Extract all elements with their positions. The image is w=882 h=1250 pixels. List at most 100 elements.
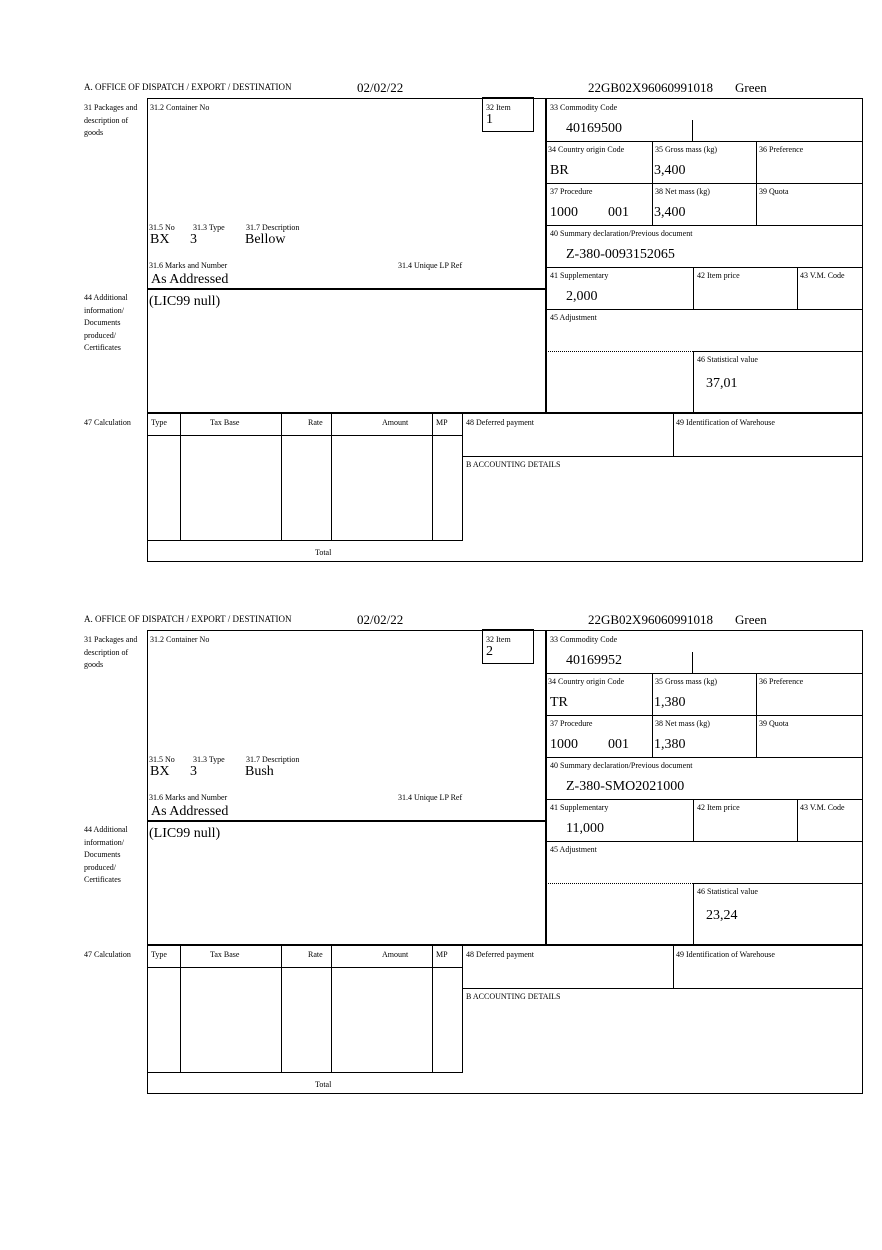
commodity-code: 40169500 (566, 121, 622, 136)
gross-value: 1,380 (654, 695, 686, 710)
calculation-label: 47 Calculation (84, 950, 131, 959)
rule (545, 841, 863, 842)
type-label: 31.3 Type (193, 755, 225, 764)
package-kind: BX (150, 764, 170, 779)
summary-label: 40 Summary declaration/Previous document (550, 229, 693, 238)
adjustment-label: 45 Adjustment (550, 313, 597, 322)
commodity-label: 33 Commodity Code (550, 103, 618, 112)
deferred-label: 48 Deferred payment (466, 418, 534, 427)
dotted-rule (545, 351, 693, 352)
calc-section (147, 412, 863, 562)
procedure-label: 37 Procedure (550, 187, 593, 196)
rule (756, 715, 757, 757)
rule (692, 652, 693, 673)
mrn: 22GB02X96060991018 (588, 80, 713, 95)
rule (693, 267, 694, 309)
dotted-rule (545, 351, 546, 413)
rule (147, 967, 463, 968)
statistical-value: 37,01 (706, 376, 738, 391)
date: 02/02/22 (357, 80, 404, 95)
unique-ref-label: 31.4 Unique LP Ref (398, 793, 463, 802)
additional-label: 44 Additional information/ Documents pro… (84, 825, 128, 884)
rule (797, 799, 798, 841)
rule (756, 141, 757, 183)
calculation-label: 47 Calculation (84, 418, 131, 427)
additional-info: (LIC99 null) (149, 826, 221, 841)
calc-col-header: MP (436, 950, 448, 959)
rule (147, 435, 463, 436)
rule (756, 183, 757, 225)
country-label: 34 Country origin Code (548, 145, 625, 154)
marks-value: As Addressed (151, 804, 229, 819)
right-column (545, 630, 863, 946)
procedure-value: 1000 (550, 737, 578, 752)
rule (693, 799, 694, 841)
dotted-rule (545, 883, 546, 945)
box-32-item (482, 629, 534, 664)
rule (545, 309, 863, 310)
calc-col-header: Rate (308, 418, 323, 427)
calc-col-header: Amount (382, 950, 409, 959)
rule (652, 715, 653, 757)
route: Green (735, 80, 767, 95)
package-count: 3 (190, 764, 197, 779)
summary-value: Z-380-0093152065 (566, 247, 675, 262)
description-value: Bellow (245, 232, 286, 247)
calc-col-header: Tax Base (210, 950, 240, 959)
country-label: 34 Country origin Code (548, 677, 625, 686)
rule (147, 1072, 463, 1073)
rule (545, 267, 863, 268)
statistical-label: 46 Statistical value (697, 887, 758, 896)
calc-col-header: Type (151, 950, 167, 959)
calc-col-header: Rate (308, 950, 323, 959)
calc-col-header: Type (151, 418, 167, 427)
rule (545, 183, 863, 184)
rule (652, 183, 653, 225)
box-31-packages (147, 98, 547, 290)
procedure-value: 1000 (550, 205, 578, 220)
description-label: 31.7 Description (246, 755, 300, 764)
rule (281, 413, 282, 540)
date: 02/02/22 (357, 612, 404, 627)
rule (180, 413, 181, 540)
rule (331, 945, 332, 1072)
gross-label: 35 Gross mass (kg) (655, 677, 717, 686)
preference-label: 36 Preference (759, 677, 804, 686)
box-32-item (482, 97, 534, 132)
rule (545, 757, 863, 758)
declaration-item-2: A. OFFICE OF DISPATCH / EXPORT / DESTINA… (0, 612, 882, 1112)
summary-label: 40 Summary declaration/Previous document (550, 761, 693, 770)
rule (545, 141, 863, 142)
calc-section (147, 944, 863, 1094)
rule (462, 413, 463, 541)
additional-label: 44 Additional information/ Documents pro… (84, 293, 128, 352)
description-label: 31.7 Description (246, 223, 300, 232)
rule (693, 351, 863, 352)
deferred-label: 48 Deferred payment (466, 950, 534, 959)
rule (756, 673, 757, 715)
country-value: BR (550, 163, 569, 178)
mrn: 22GB02X96060991018 (588, 612, 713, 627)
net-label: 38 Net mass (kg) (655, 187, 710, 196)
calc-col-header: Amount (382, 418, 409, 427)
calc-col-header: Tax Base (210, 418, 240, 427)
packages-label: 31 Packages and description of goods (84, 103, 138, 137)
warehouse-label: 49 Identification of Warehouse (676, 418, 775, 427)
office-label: A. OFFICE OF DISPATCH / EXPORT / DESTINA… (84, 614, 292, 624)
rule (652, 673, 653, 715)
rule (281, 945, 282, 1072)
quota-label: 39 Quota (759, 719, 789, 728)
commodity-code: 40169952 (566, 653, 622, 668)
unique-ref-label: 31.4 Unique LP Ref (398, 261, 463, 270)
rule (432, 413, 433, 540)
right-column (545, 98, 863, 414)
accounting-label: B ACCOUNTING DETAILS (466, 992, 561, 1001)
country-value: TR (550, 695, 568, 710)
commodity-label: 33 Commodity Code (550, 635, 618, 644)
statistical-label: 46 Statistical value (697, 355, 758, 364)
box-31-packages (147, 630, 547, 822)
total-label: Total (315, 1080, 332, 1089)
rule (180, 945, 181, 1072)
rule (673, 945, 674, 988)
rule (545, 673, 863, 674)
